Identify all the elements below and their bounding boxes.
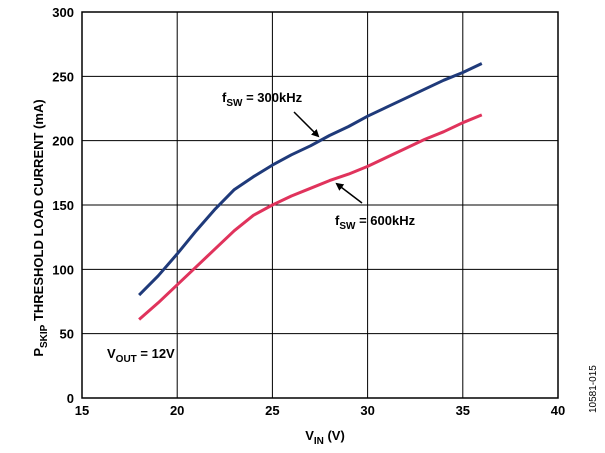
y-axis-label: PSKIP THRESHOLD LOAD CURRENT (mA) xyxy=(31,99,50,356)
y-tick-label: 150 xyxy=(52,198,74,213)
y-tick-label: 0 xyxy=(67,391,74,406)
series-lines xyxy=(138,62,483,321)
tick-labels: 15 20 25 30 35 40 0 50 100 150 200 250 300 xyxy=(52,5,565,418)
leader-arrow-600khz xyxy=(335,182,363,204)
figure-id: 10581-015 xyxy=(588,365,599,413)
plot-frame xyxy=(81,11,559,399)
y-tick-label: 300 xyxy=(52,5,74,20)
series-line-1 xyxy=(138,113,483,321)
x-tick-label: 35 xyxy=(456,403,470,418)
y-tick-label: 200 xyxy=(52,134,74,149)
annotation-vout: VOUT = 12V xyxy=(107,346,175,365)
x-axis-label: VIN (V) xyxy=(305,428,345,447)
series-label-600khz: fSW = 600kHz xyxy=(335,213,416,232)
x-tick-label: 15 xyxy=(75,403,89,418)
y-tick-label: 100 xyxy=(52,262,74,277)
y-tick-label: 50 xyxy=(60,327,74,342)
series-line-0 xyxy=(138,62,483,297)
x-tick-label: 40 xyxy=(551,403,565,418)
x-tick-label: 25 xyxy=(265,403,279,418)
grid xyxy=(81,11,559,399)
y-tick-label: 250 xyxy=(52,69,74,84)
leader-arrow-300khz xyxy=(293,111,320,138)
series-label-300khz: fSW = 300kHz xyxy=(222,90,303,109)
x-tick-label: 20 xyxy=(170,403,184,418)
x-tick-label: 30 xyxy=(360,403,374,418)
